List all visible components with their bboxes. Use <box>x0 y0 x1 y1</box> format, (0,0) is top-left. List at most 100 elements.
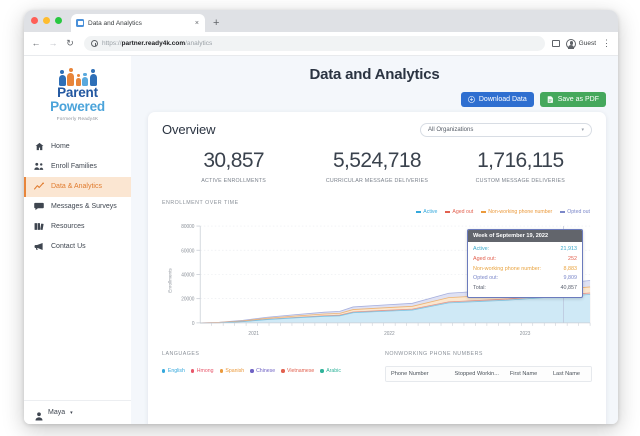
column-header-phone-number[interactable]: Phone Number <box>391 371 429 377</box>
language-item-spanish[interactable]: Spanish <box>219 368 245 374</box>
sidebar-item-enroll-families[interactable]: Enroll Families <box>24 157 131 177</box>
language-label: English <box>167 368 185 374</box>
back-icon[interactable]: ← <box>31 38 41 48</box>
tooltip-row-value: 21,913 <box>560 246 578 253</box>
metric-label: ACTIVE ENROLLMENTS <box>201 178 267 184</box>
svg-text:2022: 2022 <box>384 331 395 337</box>
sidebar-user-menu[interactable]: Maya ▾ <box>24 400 131 424</box>
avatar <box>565 38 576 49</box>
download-data-button[interactable]: Download Data <box>460 92 534 107</box>
save-pdf-button[interactable]: Save as PDF <box>539 92 606 107</box>
overview-card: Overview All Organizations ▾ 30,857 ACTI… <box>148 112 606 424</box>
sidebar-item-messages-surveys[interactable]: Messages & Surveys <box>24 197 131 217</box>
url-text: https://partner.ready4k.com/analytics <box>102 40 212 47</box>
document-icon <box>547 96 554 103</box>
user-name: Maya <box>48 409 66 416</box>
column-header-first-name[interactable]: First Name <box>509 371 538 377</box>
sidebar-item-label: Messages & Surveys <box>51 203 117 211</box>
browser-tab[interactable]: Data and Analytics × <box>71 14 205 32</box>
overview-header: Overview All Organizations ▾ <box>162 122 592 137</box>
sidebar-item-resources[interactable]: Resources <box>24 217 131 237</box>
logo-tagline: Formerly Ready4K <box>56 115 99 121</box>
legend-item-nonworking-phone-number[interactable]: Non-working phone number <box>481 209 552 215</box>
browser-toolbar: ← → ↻ https://partner.ready4k.com/analyt… <box>24 32 618 56</box>
phone-table-header-row: Phone Number Stopped Workin... First Nam… <box>386 367 591 381</box>
tooltip-row-value: 9,809 <box>563 275 578 282</box>
line-active <box>200 294 591 324</box>
color-swatch-icon <box>281 369 285 373</box>
nonworking-phone-numbers-label: NONWORKING PHONE NUMBERS <box>385 351 483 357</box>
overview-title: Overview <box>162 122 216 137</box>
close-window-button[interactable] <box>31 16 38 24</box>
home-icon <box>34 142 44 152</box>
address-bar[interactable]: https://partner.ready4k.com/analytics <box>84 36 545 51</box>
language-label: Arabic <box>326 368 341 374</box>
browser-menu-icon[interactable]: ⋮ <box>602 38 611 48</box>
tooltip-row-value: 8,883 <box>563 265 578 272</box>
maximize-window-button[interactable] <box>55 16 62 24</box>
minimize-window-button[interactable] <box>43 16 50 24</box>
site-info-icon[interactable] <box>91 40 98 47</box>
sidebar-item-label: Enroll Families <box>51 163 97 171</box>
language-item-arabic[interactable]: Arabic <box>320 368 341 374</box>
brand-logo[interactable]: Parent Powered Formerly Ready4K <box>24 56 131 131</box>
organization-select-value: All Organizations <box>428 126 474 133</box>
chart-tooltip: Week of September 19, 2022 Active: 21,91… <box>467 229 583 299</box>
language-label: Spanish <box>225 368 245 374</box>
chart-icon <box>34 182 44 192</box>
close-tab-icon[interactable]: × <box>194 19 199 27</box>
legend-item-opted-out[interactable]: Opted out <box>560 209 590 215</box>
page-body: Parent Powered Formerly Ready4K Home Enr… <box>24 56 618 424</box>
language-item-english[interactable]: English <box>162 368 185 374</box>
browser-tab-strip: Data and Analytics × + <box>24 10 618 32</box>
metric-value: 1,716,115 <box>477 149 564 172</box>
url-path: /analytics <box>185 40 213 47</box>
forward-icon[interactable]: → <box>48 38 58 48</box>
svg-text:60000: 60000 <box>181 248 195 254</box>
tooltip-row-nonworking-phone-number: Non-working phone number: 8,883 <box>473 265 577 275</box>
legend-marker-icon <box>445 211 451 213</box>
legend-label: Active <box>423 209 438 215</box>
language-item-chinese[interactable]: Chinese <box>250 368 275 374</box>
sidebar-nav: Home Enroll Families Data & Analytics <box>24 137 131 257</box>
organization-select[interactable]: All Organizations ▾ <box>420 122 592 137</box>
new-tab-button[interactable]: + <box>213 17 220 29</box>
legend-label: Non-working phone number <box>488 209 553 215</box>
chevron-down-icon: ▾ <box>70 409 73 416</box>
bottom-panels: LANGUAGES English Hmong <box>162 351 592 382</box>
sidebar-item-home[interactable]: Home <box>24 137 131 157</box>
legend-item-active[interactable]: Active <box>416 209 437 215</box>
language-label: Vietnamese <box>287 368 315 374</box>
tooltip-row-label: Non-working phone number: <box>473 265 542 272</box>
download-icon <box>468 96 475 103</box>
book-icon <box>34 222 44 232</box>
main-content: Data and Analytics Download Data Save as… <box>131 56 618 424</box>
legend-label: Opted out <box>567 209 590 215</box>
user-icon <box>35 408 43 421</box>
metric-curricular-message-deliveries: 5,524,718 CURRICULAR MESSAGE DELIVERIES <box>305 150 448 184</box>
logo-line-parent: Parent <box>57 85 98 100</box>
cast-icon[interactable] <box>551 40 560 47</box>
column-header-last-name[interactable]: Last Name <box>552 371 580 377</box>
tooltip-row-value: 40,857 <box>560 284 578 291</box>
sidebar-item-data-analytics[interactable]: Data & Analytics <box>24 176 131 197</box>
language-item-vietnamese[interactable]: Vietnamese <box>281 368 314 374</box>
tooltip-row-label: Aged out: <box>473 255 497 262</box>
language-label: Hmong <box>196 368 214 374</box>
profile-chip[interactable]: Guest <box>565 38 596 49</box>
column-header-stopped-working[interactable]: Stopped Workin... <box>454 371 499 377</box>
sidebar-item-label: Resources <box>51 223 85 231</box>
users-icon <box>34 162 44 172</box>
metric-label: CURRICULAR MESSAGE DELIVERIES <box>325 178 429 184</box>
enrollment-over-time-chart[interactable]: Active Aged out Non-working phone number <box>162 209 592 339</box>
tooltip-row-label: Total: <box>473 284 486 291</box>
phone-table: Phone Number Stopped Workin... First Nam… <box>385 366 592 382</box>
chart-legend: Active Aged out Non-working phone number <box>416 209 590 215</box>
legend-item-aged-out[interactable]: Aged out <box>445 209 473 215</box>
language-item-hmong[interactable]: Hmong <box>190 368 214 374</box>
color-swatch-icon <box>162 369 166 373</box>
sidebar-item-contact-us[interactable]: Contact Us <box>24 237 131 257</box>
reload-icon[interactable]: ↻ <box>66 38 74 48</box>
logo-line-powered: Powered <box>50 98 105 114</box>
legend-label: Aged out <box>452 209 474 215</box>
